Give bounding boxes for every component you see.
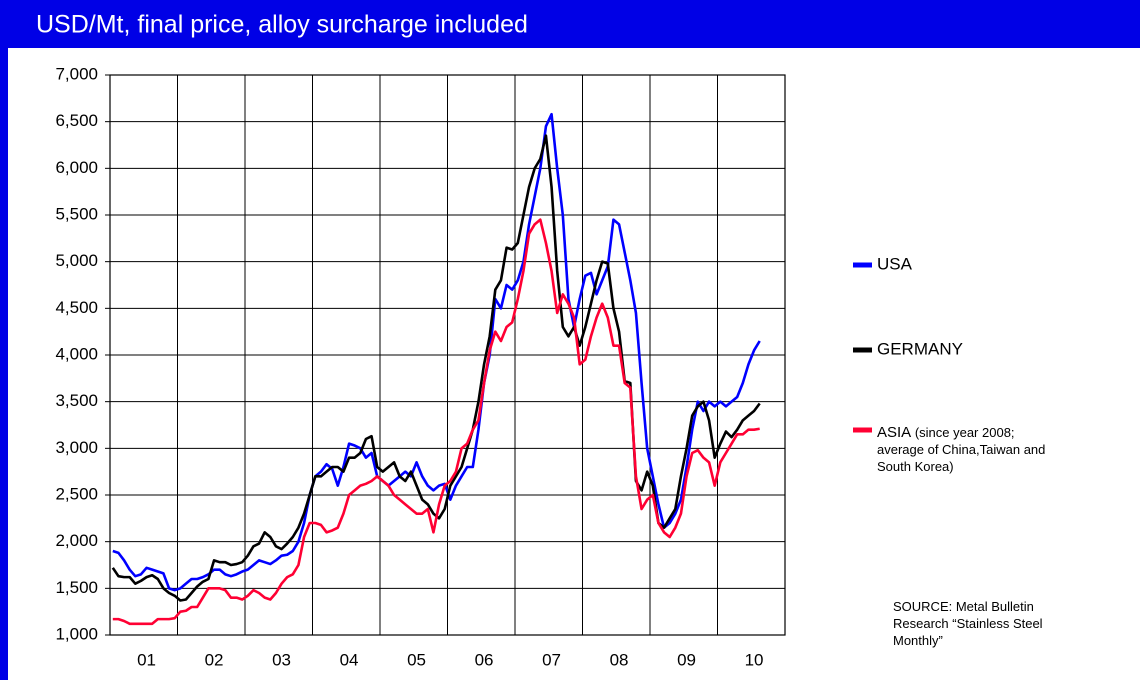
title-bar (0, 0, 1140, 48)
x-tick-label: 04 (340, 650, 359, 669)
left-border (0, 0, 8, 680)
plot-frame (109, 74, 786, 636)
source-note: SOURCE: Metal Bulletin Research “Stainle… (893, 599, 1043, 648)
y-tick-label: 4,000 (55, 344, 98, 363)
x-tick-label: 07 (542, 650, 561, 669)
series-line (112, 112, 761, 592)
legend-note: (since year 2008; average of China,Taiwa… (877, 425, 1046, 474)
y-tick-label: 5,000 (55, 251, 98, 270)
x-tick-label: 03 (272, 650, 291, 669)
x-tick-label: 02 (205, 650, 224, 669)
y-tick-label: 4,500 (55, 298, 98, 317)
y-tick-label: 2,000 (55, 531, 98, 550)
legend-label: ASIA (877, 424, 912, 441)
y-tick-label: 3,500 (55, 391, 98, 410)
y-tick-label: 6,500 (55, 111, 98, 130)
series-line (112, 218, 760, 626)
y-tick-label: 1,000 (55, 624, 98, 643)
y-tick-label: 5,500 (55, 204, 98, 223)
legend-label: USA (877, 254, 913, 273)
x-tick-label: 06 (475, 650, 494, 669)
y-tick-label: 2,500 (55, 484, 98, 503)
y-tick-label: 3,000 (55, 438, 98, 457)
x-tick-label: 09 (677, 650, 696, 669)
x-tick-label: 05 (407, 650, 426, 669)
legend-entry: ASIA (since year 2008; average of China,… (877, 424, 1057, 475)
x-tick-label: 10 (745, 650, 764, 669)
x-tick-label: 08 (610, 650, 629, 669)
legend-label: GERMANY (877, 339, 963, 358)
y-tick-label: 1,500 (55, 578, 98, 597)
y-tick-label: 7,000 (55, 64, 98, 83)
chart-title: USD/Mt, final price, alloy surcharge inc… (36, 11, 528, 39)
y-tick-label: 6,000 (55, 158, 98, 177)
x-tick-label: 01 (137, 650, 156, 669)
